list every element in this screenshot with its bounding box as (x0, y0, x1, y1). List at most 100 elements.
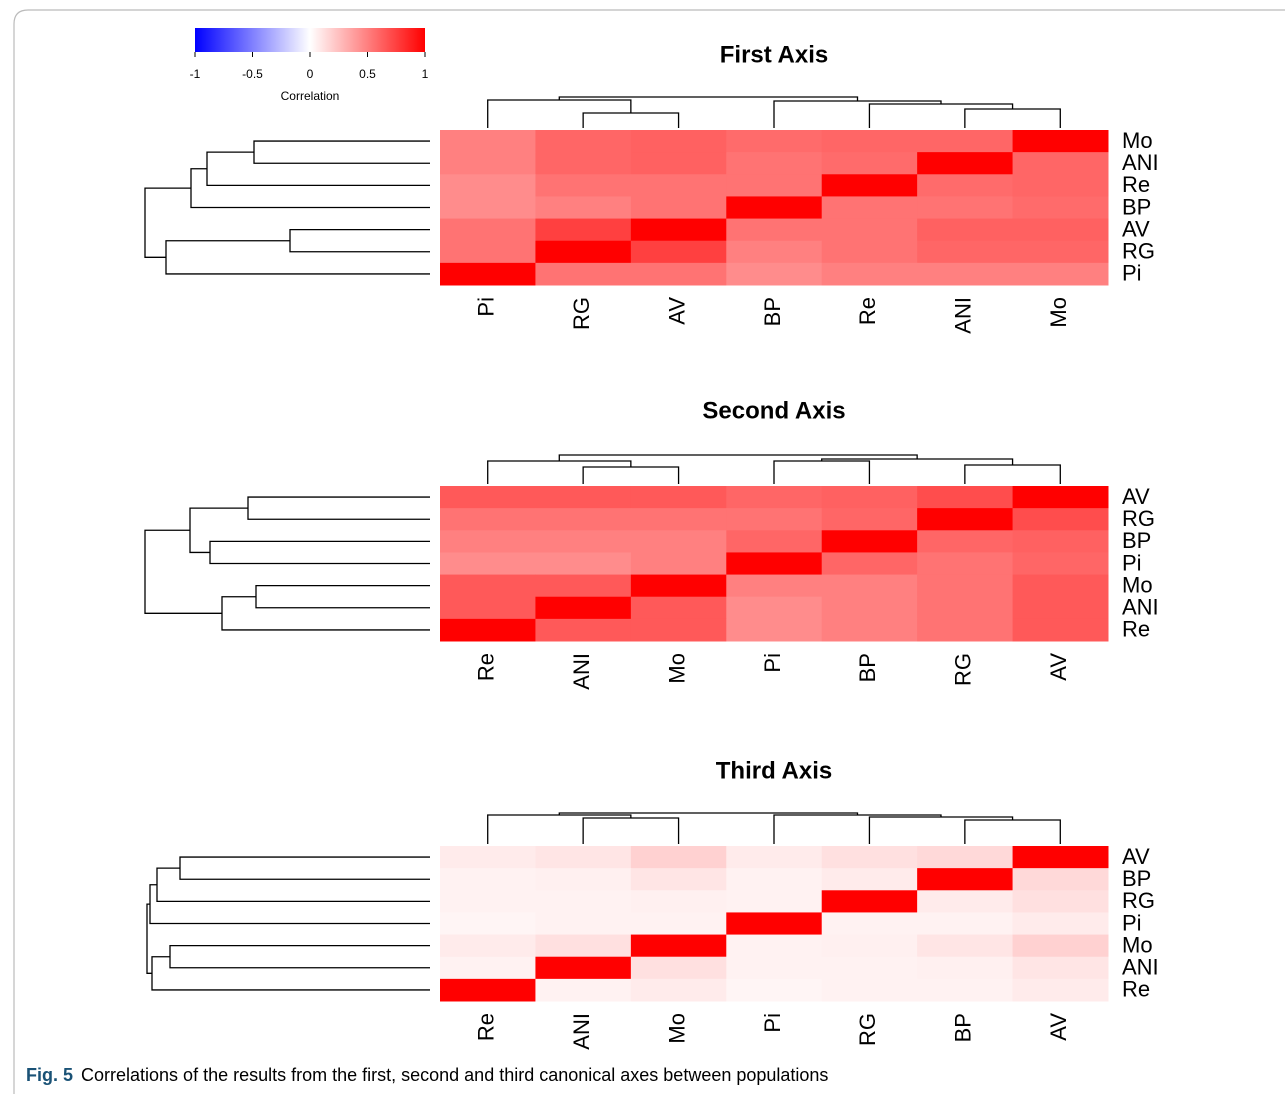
column-label: Mo (664, 1013, 689, 1044)
column-label: ANI (951, 297, 976, 334)
heatmap-cell (726, 934, 823, 958)
row-label: BP (1122, 194, 1151, 219)
row-label: Re (1122, 172, 1150, 197)
heatmap-cell (726, 174, 823, 197)
column-label: Pi (760, 653, 785, 673)
heatmap-cell (1012, 618, 1109, 642)
heatmap-cell (726, 218, 823, 242)
heatmap-cell (1012, 530, 1109, 553)
column-label: Pi (760, 1013, 785, 1033)
heatmap-cell (440, 868, 536, 891)
heatmap-cell (821, 196, 918, 220)
heatmap-cell (440, 574, 536, 598)
heatmap-cell (821, 174, 918, 197)
heatmap-cell (1012, 174, 1109, 197)
heatmap-cell (1012, 508, 1109, 531)
heatmap-cell (535, 218, 632, 242)
column-label: Re (474, 653, 499, 681)
heatmap-cell (535, 508, 632, 531)
heatmap-cell (821, 152, 918, 175)
heatmap-cell (1012, 240, 1109, 264)
heatmap-cell (630, 956, 727, 980)
column-label: Pi (474, 297, 499, 317)
heatmap-cell (821, 978, 918, 1002)
row-label: ANI (1122, 955, 1159, 980)
colorbar-tick-label: -0.5 (242, 67, 263, 81)
heatmap-cell (726, 130, 823, 153)
heatmap-cell (917, 530, 1014, 553)
heatmap-cell (917, 912, 1014, 936)
top-dendrogram (487, 96, 1061, 128)
heatmap-cell (630, 868, 727, 891)
heatmap-cell (821, 596, 918, 620)
column-label: Re (855, 297, 880, 325)
heatmap-cell (630, 846, 727, 869)
heatmap-cell (535, 262, 632, 286)
heatmap-cell (1012, 574, 1109, 598)
heatmap-cell (917, 978, 1014, 1002)
heatmap-cell (726, 508, 823, 531)
column-label: ANI (569, 1013, 594, 1050)
left-dendrogram (144, 140, 430, 275)
column-label: Mo (1046, 297, 1071, 328)
heatmap-cell (630, 530, 727, 553)
colorbar-tick-label: 0.5 (359, 67, 376, 81)
heatmap-cell (821, 240, 918, 264)
heatmap-cell (535, 174, 632, 197)
heatmap-cell (726, 552, 823, 576)
heatmap-cell (726, 574, 823, 598)
heatmap-cell (821, 508, 918, 531)
heatmap-cell (440, 846, 536, 869)
heatmap-cell (630, 262, 727, 286)
heatmap-cell (440, 152, 536, 175)
row-label: Mo (1122, 128, 1153, 153)
heatmap-cell (630, 978, 727, 1002)
heatmap-cell (1012, 890, 1109, 913)
row-label: AV (1122, 484, 1150, 509)
heatmap-cell (440, 240, 536, 264)
heatmap-cell (440, 508, 536, 531)
heatmap-cell (917, 618, 1014, 642)
heatmap-cell (917, 846, 1014, 869)
row-label: ANI (1122, 150, 1159, 175)
row-label: RG (1122, 888, 1155, 913)
heatmap-cell (440, 596, 536, 620)
heatmap-cell (535, 130, 632, 153)
heatmap-cell (1012, 218, 1109, 242)
heatmap-cell (535, 574, 632, 598)
caption: Fig. 5 Correlations of the results from t… (26, 1065, 828, 1085)
column-label: RG (951, 653, 976, 686)
heatmap-cell (440, 552, 536, 576)
heatmap-cell (440, 262, 536, 286)
row-label: Pi (1122, 261, 1142, 286)
heatmap-cell (726, 978, 823, 1002)
heatmap-cell (1012, 846, 1109, 869)
heatmap-cell (917, 174, 1014, 197)
heatmap-cell (630, 486, 727, 509)
heatmap-cell (821, 956, 918, 980)
heatmap-cell (726, 846, 823, 869)
heatmap-cell (726, 596, 823, 620)
heatmap-cell (630, 552, 727, 576)
heatmap-cell (1012, 130, 1109, 153)
row-label: AV (1122, 844, 1150, 869)
heatmap-cell (821, 486, 918, 509)
chart-title: Third Axis (716, 757, 832, 784)
caption-label: Fig. 5 (26, 1065, 73, 1085)
heatmap-cell (821, 934, 918, 958)
heatmap-cell (821, 912, 918, 936)
heatmap-cell (821, 846, 918, 869)
heatmap-cell (917, 130, 1014, 153)
heatmap-cell (535, 152, 632, 175)
heatmap-cell (917, 890, 1014, 913)
row-label: ANI (1122, 595, 1159, 620)
column-label: BP (760, 297, 785, 326)
colorbar-title: Correlation (281, 89, 340, 103)
heatmap-cell (1012, 978, 1109, 1002)
heatmap-cell (440, 890, 536, 913)
heatmap-cell (630, 218, 727, 242)
row-label: RG (1122, 506, 1155, 531)
heatmap-cell (917, 552, 1014, 576)
heatmap-cell (917, 508, 1014, 531)
heatmap-cell (917, 596, 1014, 620)
